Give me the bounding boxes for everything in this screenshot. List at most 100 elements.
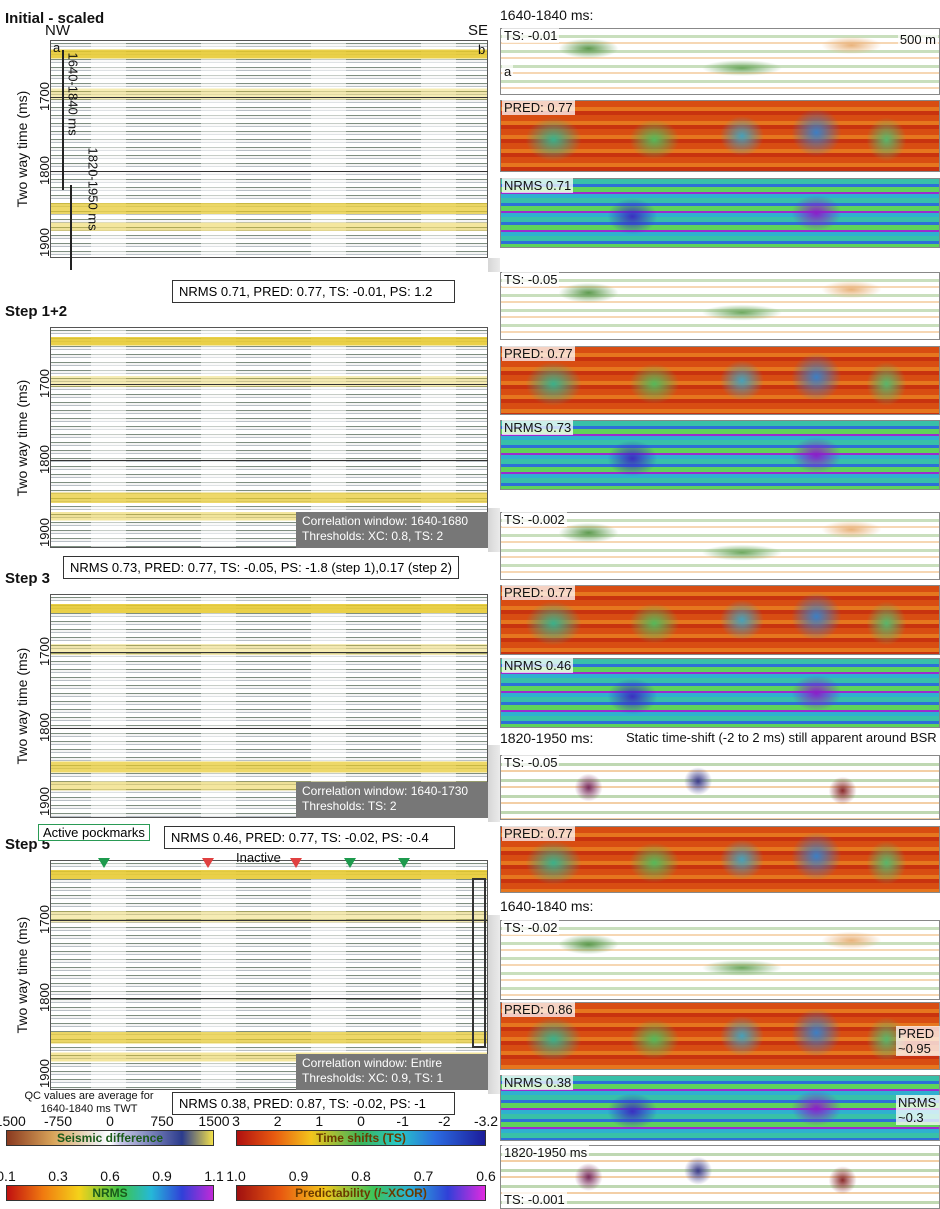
map-label: 500 m: [897, 32, 938, 47]
colorbar-tick-label: -2: [438, 1113, 451, 1129]
attribute-map: [500, 1075, 940, 1141]
y-axis-label: Two way time (ms): [14, 647, 30, 765]
y-tick-label: 1700: [36, 904, 52, 934]
y-axis-label: Two way time (ms): [14, 916, 30, 1034]
colorbar-tick-label: 1: [315, 1113, 324, 1129]
map-label: PRED: 0.77: [502, 826, 575, 841]
settings-text: Correlation window: 1640-1680: [302, 514, 469, 528]
y-tick-label: 1700: [36, 81, 52, 111]
pockmark-marker: [344, 858, 356, 868]
time-line: [50, 384, 488, 386]
pockmark-marker: [290, 858, 302, 868]
pockmark-marker: [202, 858, 214, 868]
time-line: [50, 919, 488, 921]
colorbar: Predictability (/~XCOR): [236, 1185, 486, 1201]
map-label: NRMS 0.73: [502, 420, 574, 435]
colorbar-tick-label: 3: [232, 1113, 240, 1129]
map-label: PRED ~0.95: [896, 1026, 940, 1056]
colorbar-tick-label: -1: [396, 1113, 409, 1129]
panel-title: Initial - scaled: [5, 10, 105, 27]
colorbar: Seismic difference: [6, 1130, 214, 1146]
colorbar-tick-label: 0: [357, 1113, 365, 1129]
pockmark-marker: [398, 858, 410, 868]
section-annotation: NW: [45, 22, 70, 39]
colorbar-tick-label: 1.1: [204, 1168, 224, 1184]
colorbar-tick-label: 750: [150, 1113, 174, 1129]
map-label: NRMS 0.38: [502, 1075, 574, 1090]
y-axis-label: Two way time (ms): [14, 379, 30, 496]
section-annotation: SE: [468, 22, 489, 39]
attribute-map: [500, 658, 940, 728]
seismic-section: [50, 594, 488, 818]
settings-box: Correlation window: Entire Thresholds: XC…: [296, 1054, 488, 1090]
time-line: [50, 998, 488, 999]
time-line: [50, 459, 488, 461]
colorbar: Time shifts (TS): [236, 1130, 486, 1146]
attribute-map: [500, 420, 940, 490]
colorbar-tick-label: 0.6: [476, 1168, 496, 1184]
colorbar-tick-label: 0.9: [288, 1168, 309, 1184]
attribute-map: [500, 272, 940, 340]
y-axis-label: Two way time (ms): [14, 90, 30, 208]
qc-note: QC values are average for 1640-1840 ms T…: [24, 1090, 154, 1115]
colorbar-tick-label: 0.6: [100, 1168, 120, 1184]
colorbar-tick-label: 0.8: [351, 1168, 371, 1184]
colorbar-tick-label: 0: [106, 1113, 114, 1129]
colorbar-tick-label: 0.1: [0, 1168, 16, 1184]
attribute-map: [500, 920, 940, 1000]
map-label: NRMS ~0.3: [896, 1095, 940, 1125]
y-tick-label: 1900: [36, 787, 52, 817]
y-tick-label: 1800: [36, 155, 52, 185]
section-annotation: b: [478, 42, 486, 57]
settings-box: Correlation window: 1640-1680 Thresholds:…: [296, 512, 488, 548]
settings-text: Thresholds: XC: 0.8, TS: 2: [302, 529, 444, 543]
attribute-map: [500, 28, 940, 95]
map-label: TS: -0.02: [502, 920, 560, 935]
map-label: TS: -0.002: [502, 512, 567, 527]
colorbar-tick-label: 1500: [198, 1113, 230, 1129]
section-annotation: 1640-1840 ms: [65, 52, 81, 136]
map-label: a: [502, 64, 514, 79]
connector: [488, 508, 500, 552]
map-label: TS: -0.05: [502, 272, 560, 287]
settings-box: Correlation window: 1640-1730 Thresholds:…: [296, 782, 488, 818]
pockmark-label: Active pockmarks: [38, 824, 150, 841]
panel-header: 1640-1840 ms:: [500, 898, 594, 914]
settings-text: Thresholds: TS: 2: [302, 799, 397, 813]
qc-box: NRMS 0.46, PRED: 0.77, TS: -0.02, PS: -0…: [164, 826, 455, 849]
time-line: [50, 170, 488, 172]
y-tick-label: 1800: [36, 713, 52, 743]
map-label: TS: -0.05: [502, 755, 560, 770]
colorbar-tick-label: -1500: [0, 1113, 26, 1129]
panel-header: 1640-1840 ms:: [500, 7, 594, 23]
attribute-map: [500, 178, 940, 248]
y-tick-label: 1800: [36, 983, 52, 1012]
time-line: [50, 96, 488, 98]
section-annotation: a: [53, 40, 61, 55]
colorbar-tick-label: 0.9: [152, 1168, 172, 1184]
seismic-section: [50, 327, 488, 548]
colorbar-tick-label: -3.2: [473, 1113, 499, 1129]
y-tick-label: 1700: [36, 369, 52, 399]
map-label: PRED: 0.77: [502, 346, 575, 361]
highlight-box: [472, 878, 486, 1048]
map-label: 1820-1950 ms: [502, 1145, 590, 1160]
colorbar: NRMS: [6, 1185, 214, 1201]
qc-box: NRMS 0.38, PRED: 0.87, TS: -0.02, PS: -1: [172, 1092, 455, 1115]
colorbar-tick-label: 2: [273, 1113, 282, 1129]
pockmark-marker: [98, 858, 110, 868]
qc-box: NRMS 0.73, PRED: 0.77, TS: -0.05, PS: -1…: [63, 556, 459, 579]
seismic-section: [50, 40, 488, 258]
map-label: NRMS 0.46: [502, 658, 574, 673]
map-label: TS: -0.001: [502, 1192, 567, 1207]
connector: [488, 258, 500, 272]
attribute-map: [500, 755, 940, 820]
colorbar-tick-label: -750: [43, 1113, 73, 1129]
y-tick-label: 1900: [36, 1058, 52, 1088]
map-label: PRED: 0.77: [502, 100, 575, 115]
section-annotation: 1820-1950 ms: [85, 147, 101, 231]
y-tick-label: 1800: [36, 444, 52, 474]
attribute-map: [500, 512, 940, 580]
settings-text: Correlation window: Entire: [302, 1056, 443, 1070]
y-tick-label: 1900: [36, 227, 52, 257]
